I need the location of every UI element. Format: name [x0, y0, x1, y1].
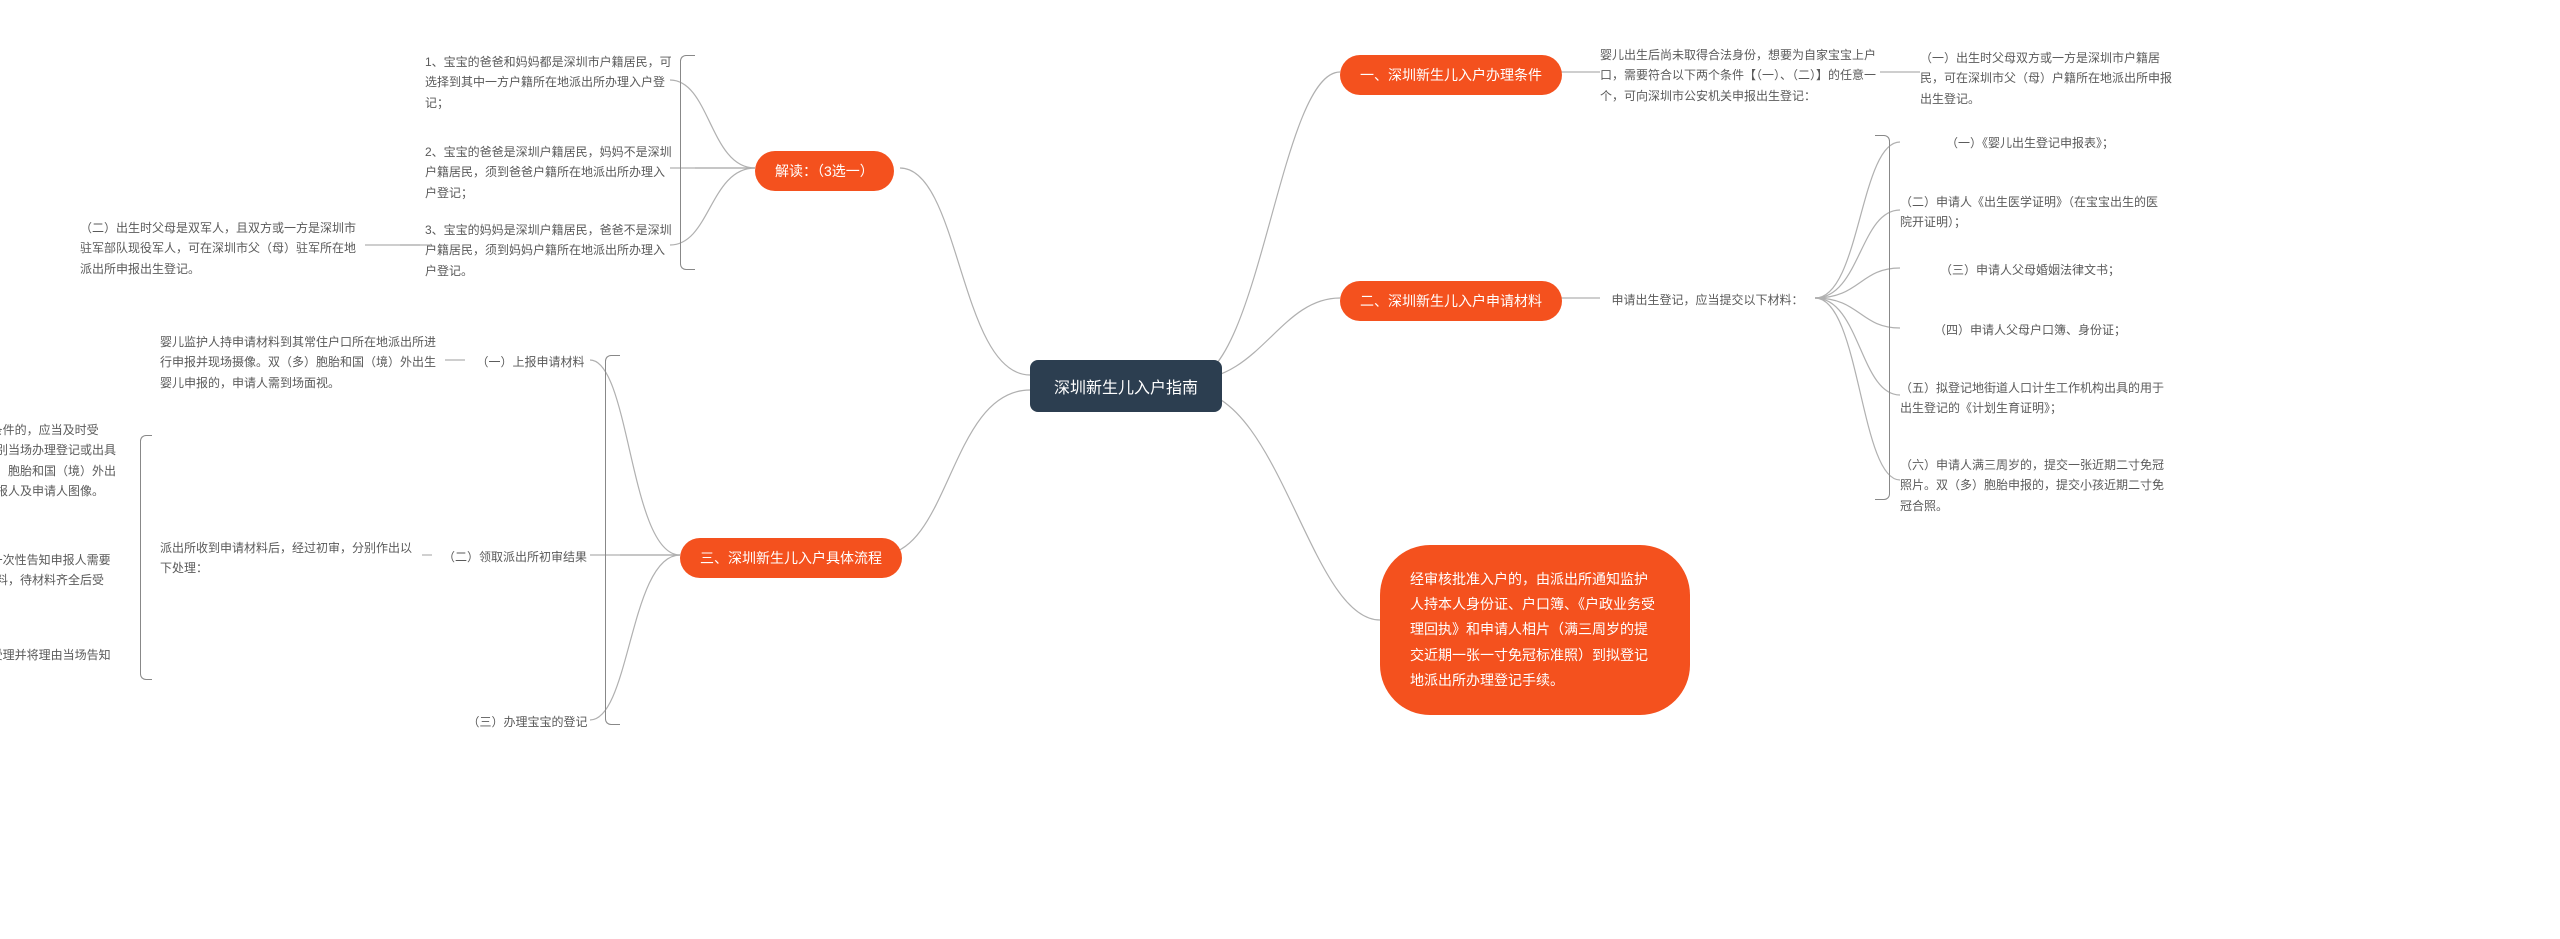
c2-bracket [140, 435, 152, 680]
b2-l5-text: （五）拟登记地街道人口计生工作机构出具的用于出生登记的《计划生育证明》； [1900, 378, 2170, 419]
root-label: 深圳新生儿入户指南 [1054, 374, 1198, 398]
b2-l4: （四）申请人父母户口簿、身份证； [1900, 320, 2160, 340]
b3-c3-label-text: （三）办理宝宝的登记 [467, 712, 587, 732]
b3-bracket-conn [340, 0, 2560, 939]
branch-conditions-label: 一、深圳新生儿入户办理条件 [1360, 65, 1542, 85]
interp-i3: 3、宝宝的妈妈是深圳户籍居民，爸爸不是深圳户籍居民，须到妈妈户籍所在地派出所办理… [425, 220, 673, 281]
branch-interpret-label: 解读：（3选一） [775, 161, 874, 181]
b3-c1-label: （一）上报申请材料 [468, 352, 593, 372]
branch-process-label: 三、深圳新生儿入户具体流程 [700, 548, 882, 568]
b3-c2-text-span: 派出所收到申请材料后，经过初审，分别作出以下处理： [160, 538, 420, 579]
b3-c2-label: （二）领取派出所初审结果 [435, 547, 595, 567]
c2-conn [340, 0, 2560, 939]
b3-c3-label: （三）办理宝宝的登记 [460, 712, 595, 732]
b2-child1-text: 申请出生登记，应当提交以下材料： [1611, 290, 1803, 310]
interp-i2-text: 2、宝宝的爸爸是深圳户籍居民，妈妈不是深圳户籍居民，须到爸爸户籍所在地派出所办理… [425, 142, 673, 203]
b2-l6-text: （六）申请人满三周岁的，提交一张近期二寸免冠照片。双（多）胞胎申报的，提交小孩近… [1900, 455, 2170, 516]
branch-approval-text: 经审核批准入户的，由派出所通知监护人持本人身份证、户口簿、《户政业务受理回执》和… [1410, 567, 1660, 693]
c2-i3: 3、不符合受理条件的，不予受理并将理由当场告知申报人。 [0, 645, 122, 686]
c2-i1: 1、申请材料齐全，符合受理条件的，应当及时受理，并现场摄像，按照受理类别当场办理… [0, 420, 122, 502]
b1-leaf1-text: （一）出生时父母双方或一方是深圳市户籍居民，可在深圳市父（母）户籍所在地派出所申… [1920, 48, 2180, 109]
b1-child1: 婴儿出生后尚未取得合法身份，想要为自家宝宝上户口，需要符合以下两个条件【（一）、… [1600, 45, 1880, 106]
b1-leaf1: （一）出生时父母双方或一方是深圳市户籍居民，可在深圳市父（母）户籍所在地派出所申… [1920, 48, 2180, 109]
b3-c1-label-text: （一）上报申请材料 [476, 352, 584, 372]
c2-i2: 2、申请材料不齐全，应当场一次性告知申报人需要补正的全部内容，退回申请材料，待材… [0, 550, 122, 611]
b2-l6: （六）申请人满三周岁的，提交一张近期二寸免冠照片。双（多）胞胎申报的，提交小孩近… [1900, 455, 2170, 516]
b3-c2-label-text: （二）领取派出所初审结果 [443, 547, 587, 567]
b2-bracket [1875, 135, 1890, 500]
c2-i3-text: 3、不符合受理条件的，不予受理并将理由当场告知申报人。 [0, 645, 122, 686]
c2-i2-text: 2、申请材料不齐全，应当场一次性告知申报人需要补正的全部内容，退回申请材料，待材… [0, 550, 122, 611]
connectors [340, 0, 2560, 939]
interp-i1-text: 1、宝宝的爸爸和妈妈都是深圳市户籍居民，可选择到其中一方户籍所在地派出所办理入户… [425, 52, 673, 113]
b2-l1: （一）《婴儿出生登记申报表》； [1900, 133, 2160, 153]
b2-l3: （三）申请人父母婚姻法律文书； [1900, 260, 2160, 280]
c1-conn [340, 0, 2560, 939]
interp-extra-text: （二）出生时父母是双军人，且双方或一方是深圳市驻军部队现役军人，可在深圳市父（母… [80, 218, 360, 279]
b2-l1-text: （一）《婴儿出生登记申报表》； [1946, 133, 2114, 153]
b3-c1-text-span: 婴儿监护人持申请材料到其常住户口所在地派出所进行申报并现场摄像。双（多）胞胎和国… [160, 332, 440, 393]
interp-bracket-conn [340, 0, 2560, 939]
interp-i1: 1、宝宝的爸爸和妈妈都是深圳市户籍居民，可选择到其中一方户籍所在地派出所办理入户… [425, 52, 673, 113]
branch-interpret[interactable]: 解读：（3选一） [755, 151, 894, 191]
interp-extra-conn [340, 0, 2560, 939]
b2-child1: 申请出生登记，应当提交以下材料： [1600, 290, 1815, 310]
branch-process[interactable]: 三、深圳新生儿入户具体流程 [680, 538, 902, 578]
b3-bracket [605, 355, 620, 725]
b3-c2-text: 派出所收到申请材料后，经过初审，分别作出以下处理： [160, 538, 420, 579]
interp-bracket [680, 55, 695, 270]
b2-l5: （五）拟登记地街道人口计生工作机构出具的用于出生登记的《计划生育证明》； [1900, 378, 2170, 419]
interp-i2: 2、宝宝的爸爸是深圳户籍居民，妈妈不是深圳户籍居民，须到爸爸户籍所在地派出所办理… [425, 142, 673, 203]
b3-c1-text: 婴儿监护人持申请材料到其常住户口所在地派出所进行申报并现场摄像。双（多）胞胎和国… [160, 332, 440, 393]
interp-extra: （二）出生时父母是双军人，且双方或一方是深圳市驻军部队现役军人，可在深圳市父（母… [80, 218, 360, 279]
branch-materials[interactable]: 二、深圳新生儿入户申请材料 [1340, 281, 1562, 321]
b2-l4-text: （四）申请人父母户口簿、身份证； [1934, 320, 2126, 340]
root-node[interactable]: 深圳新生儿入户指南 [1030, 360, 1222, 412]
b2-l2: （二）申请人《出生医学证明》（在宝宝出生的医院开证明）； [1900, 192, 2160, 233]
b2-l2-text: （二）申请人《出生医学证明》（在宝宝出生的医院开证明）； [1900, 192, 2160, 233]
branch-conditions[interactable]: 一、深圳新生儿入户办理条件 [1340, 55, 1562, 95]
b1-child1-text: 婴儿出生后尚未取得合法身份，想要为自家宝宝上户口，需要符合以下两个条件【（一）、… [1600, 45, 1880, 106]
interp-i3-text: 3、宝宝的妈妈是深圳户籍居民，爸爸不是深圳户籍居民，须到妈妈户籍所在地派出所办理… [425, 220, 673, 281]
branch-approval[interactable]: 经审核批准入户的，由派出所通知监护人持本人身份证、户口簿、《户政业务受理回执》和… [1380, 545, 1690, 715]
c2-i1-text: 1、申请材料齐全，符合受理条件的，应当及时受理，并现场摄像，按照受理类别当场办理… [0, 420, 122, 502]
b2-l3-text: （三）申请人父母婚姻法律文书； [1940, 260, 2120, 280]
branch-materials-label: 二、深圳新生儿入户申请材料 [1360, 291, 1542, 311]
